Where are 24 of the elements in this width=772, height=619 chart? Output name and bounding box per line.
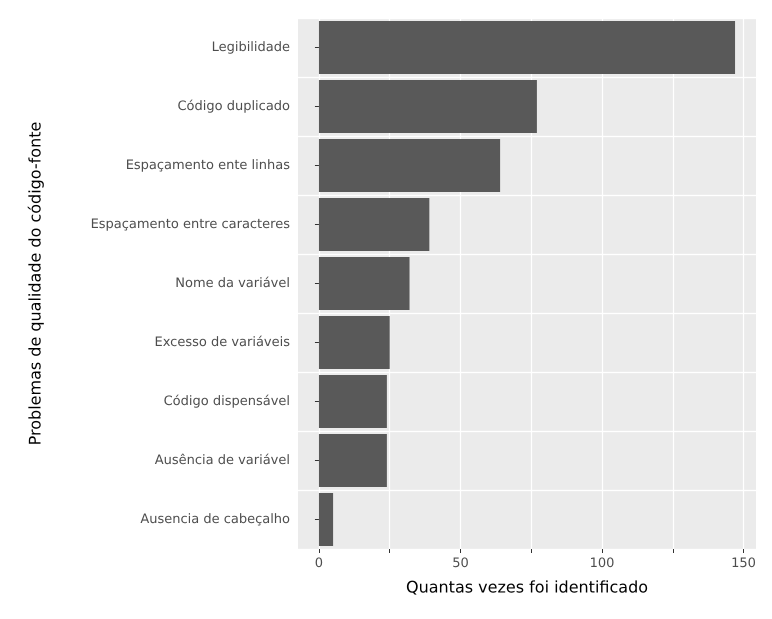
y-tick-label: Ausência de variável bbox=[154, 453, 290, 468]
y-tick-label: Código duplicado bbox=[177, 99, 290, 114]
y-tick-label: Excesso de variáveis bbox=[154, 335, 290, 350]
bar bbox=[318, 256, 410, 310]
x-tick-label: 150 bbox=[731, 556, 756, 571]
y-axis-title: Problemas de qualidade do código-fonte bbox=[26, 122, 44, 446]
bar bbox=[318, 492, 334, 546]
bar bbox=[318, 20, 736, 74]
x-tick-label: 100 bbox=[590, 556, 614, 571]
bar bbox=[318, 374, 387, 428]
bar bbox=[318, 80, 537, 134]
x-axis-title: Quantas vezes foi identificado bbox=[406, 578, 648, 596]
y-tick-label: Nome da variável bbox=[175, 276, 290, 291]
y-tick-label: Código dispensável bbox=[164, 394, 290, 409]
y-tick-label: Legibilidade bbox=[212, 40, 290, 55]
y-tick-label: Espaçamento entre caracteres bbox=[90, 217, 290, 232]
x-tick-label: 50 bbox=[452, 556, 469, 571]
bar bbox=[318, 434, 387, 488]
bar bbox=[318, 316, 390, 370]
bar bbox=[318, 198, 430, 252]
bar bbox=[318, 138, 500, 192]
y-tick-label: Espaçamento ente linhas bbox=[126, 158, 290, 173]
y-tick-label: Ausencia de cabeçalho bbox=[140, 512, 290, 527]
x-tick-label: 0 bbox=[314, 556, 324, 571]
